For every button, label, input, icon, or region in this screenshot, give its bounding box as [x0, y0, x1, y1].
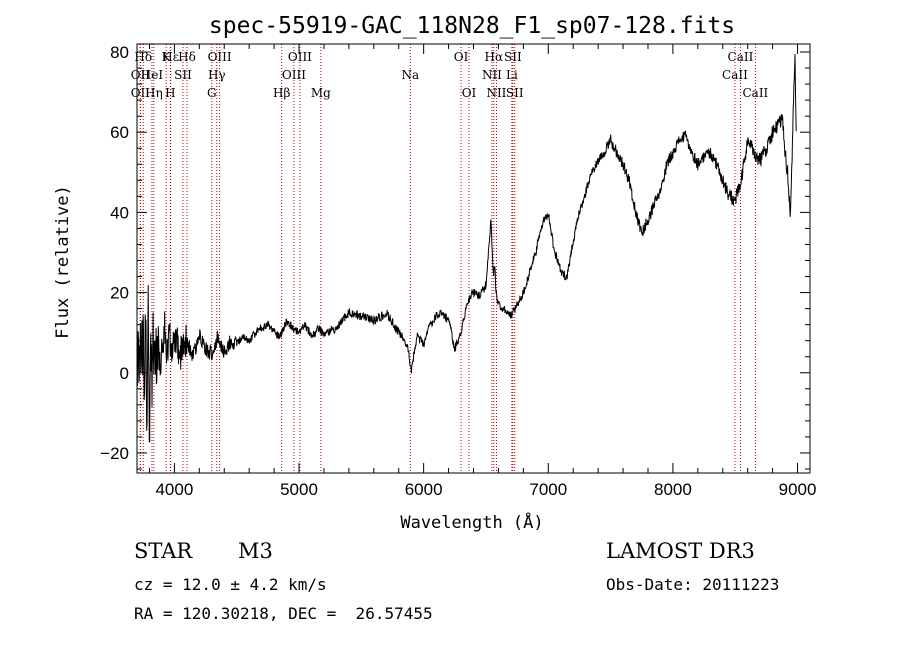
observation-date: Obs-Date: 20111223 — [606, 575, 780, 594]
emission-line-label: G — [207, 86, 217, 100]
emission-line-label: CaII — [722, 68, 748, 82]
emission-line-label: HeI — [141, 68, 164, 82]
emission-line-label: Hε — [162, 50, 179, 64]
plot-frame — [136, 43, 811, 474]
spectrum-layer — [136, 53, 797, 443]
emission-line-label: NII — [482, 68, 502, 82]
emission-line-label: Hη — [145, 86, 163, 100]
emission-line-label: K — [162, 50, 172, 64]
y-axis-ticks: −20 0 20 40 60 80 — [100, 43, 810, 470]
y-tick-label: 60 — [110, 123, 129, 142]
survey-name: LAMOST DR3 — [606, 539, 755, 563]
y-tick-label: 0 — [120, 364, 129, 383]
emission-line-markers — [139, 44, 756, 473]
x-axis-label: Wavelength (Å) — [400, 511, 543, 533]
y-tick-label: 20 — [110, 284, 129, 303]
chart-title: spec-55919-GAC_118N28_F1_sp07-128.fits — [209, 13, 735, 39]
spectrum-chart: spec-55919-GAC_118N28_F1_sp07-128.fits H… — [53, 13, 817, 533]
x-tick-label: 9000 — [779, 480, 817, 499]
emission-line-label: SII — [174, 68, 192, 82]
y-tick-label: 40 — [110, 203, 129, 222]
emission-line-label: OI — [462, 86, 477, 100]
emission-line-label: Hα — [485, 50, 504, 64]
y-axis-label: Flux (relative) — [53, 185, 73, 339]
emission-line-label: Hδ — [134, 50, 152, 64]
emission-line-label: NII — [486, 86, 506, 100]
emission-line-label: OIII — [208, 50, 232, 64]
emission-line-label: Li — [506, 68, 518, 82]
emission-line-label: Na — [401, 68, 419, 82]
emission-line-label: OII — [131, 86, 151, 100]
emission-line-label: OIII — [282, 68, 306, 82]
y-tick-label: −20 — [100, 444, 129, 463]
emission-line-label: Hβ — [273, 86, 290, 100]
y-tick-label: 80 — [110, 43, 129, 62]
x-tick-label: 5000 — [280, 480, 318, 499]
spectral-subclass: M3 — [238, 539, 273, 563]
emission-line-label: Hδ — [178, 50, 196, 64]
emission-line-label: CaII — [742, 86, 768, 100]
x-axis-ticks: 4000 5000 6000 7000 8000 9000 — [148, 44, 817, 499]
x-tick-label: 4000 — [155, 480, 193, 499]
emission-line-label: Mg — [311, 86, 331, 100]
emission-line-label: SII — [506, 86, 524, 100]
emission-line-label: OII — [131, 68, 151, 82]
spectrum-line — [136, 53, 797, 443]
emission-line-label: CaII — [728, 50, 754, 64]
redshift-info: cz = 12.0 ± 4.2 km/s — [134, 575, 327, 594]
spectral-class: STAR — [134, 539, 193, 563]
emission-line-label: Hγ — [208, 68, 226, 82]
x-tick-label: 6000 — [405, 480, 443, 499]
x-tick-label: 7000 — [529, 480, 567, 499]
coordinates: RA = 120.30218, DEC = 26.57455 — [134, 604, 433, 623]
emission-line-label: H — [165, 86, 175, 100]
emission-line-label: OI — [454, 50, 469, 64]
emission-line-label: SII — [504, 50, 522, 64]
emission-line-label: OIII — [288, 50, 312, 64]
x-tick-label: 8000 — [654, 480, 692, 499]
